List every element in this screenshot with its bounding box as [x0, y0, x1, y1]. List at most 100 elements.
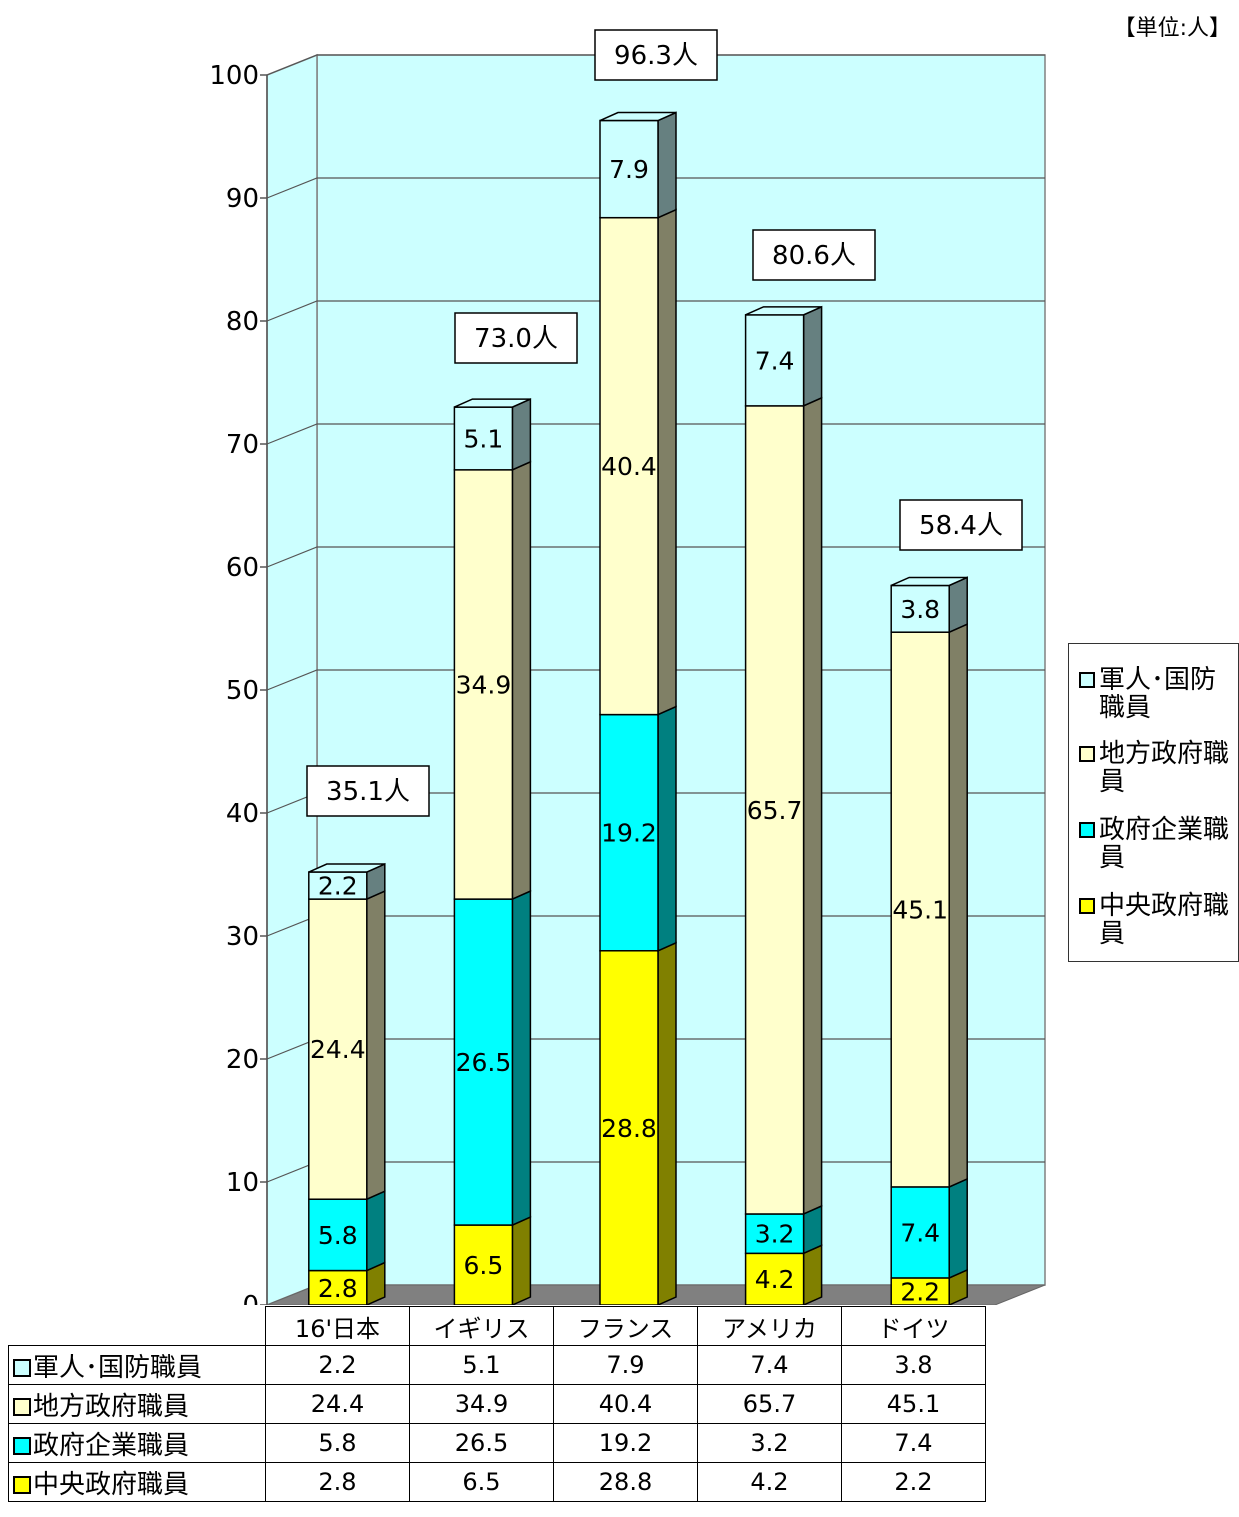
table-cell: 3.2 — [697, 1423, 842, 1463]
bar-segment: 2.2 — [308, 862, 386, 901]
gridline — [266, 300, 1045, 322]
bar-side — [657, 941, 677, 1305]
table-cell: 6.5 — [409, 1462, 554, 1502]
bar-front — [453, 1224, 514, 1305]
bar-segment: 19.2 — [599, 705, 677, 952]
data-label: 19.2 — [601, 819, 657, 848]
bar-segment: 3.8 — [890, 576, 968, 634]
bar-top — [745, 306, 822, 316]
bar-side — [511, 397, 532, 471]
data-label: 7.9 — [609, 155, 649, 184]
chart: 0102030405060708090100 2.85.824.42.26.52… — [209, 29, 1046, 1305]
bar-side — [657, 705, 677, 952]
bar-segment: 2.8 — [308, 1261, 386, 1305]
total-label: 35.1人 — [306, 765, 430, 817]
data-label: 5.8 — [318, 1221, 358, 1250]
bar-front — [308, 1269, 368, 1305]
table-cell: 7.4 — [697, 1345, 842, 1385]
total-label-box — [454, 312, 578, 364]
legend-item-local-gov: 地方政府職員 — [1079, 740, 1229, 796]
bar-top — [454, 398, 531, 408]
bar-segment: 45.1 — [890, 623, 968, 1189]
data-label: 65.7 — [747, 796, 803, 825]
bar-side — [657, 208, 677, 716]
bar-front — [744, 1252, 805, 1305]
bar-segment: 24.4 — [308, 889, 386, 1201]
legend-label-military: 軍人･国防職員 — [1099, 665, 1217, 723]
row-swatch-military — [13, 1358, 31, 1377]
bar-side — [948, 576, 968, 634]
table-cell: 2.2 — [265, 1345, 410, 1385]
bar-side — [366, 1190, 386, 1272]
table-row-label: 地方政府職員 — [8, 1384, 266, 1424]
total-label-text: 58.4人 — [919, 511, 1003, 541]
bar-segment: 5.1 — [453, 397, 532, 471]
table-header-cell: フランス — [553, 1306, 698, 1346]
table-cell: 5.8 — [265, 1423, 410, 1463]
bar-side — [948, 623, 968, 1189]
total-label-box — [594, 29, 718, 81]
table-row-label-text: 軍人･国防職員 — [33, 1352, 203, 1383]
bar-front — [453, 406, 514, 471]
table-cell: 7.4 — [841, 1423, 986, 1463]
y-tick-label: 50 — [226, 676, 259, 706]
bar-side — [948, 1177, 968, 1280]
legend-item-gov-enterprise: 政府企業職員 — [1079, 816, 1229, 872]
legend-label-gov-enterprise: 政府企業職員 — [1099, 815, 1230, 873]
table-cell: 65.7 — [697, 1384, 842, 1424]
gridline — [266, 177, 1045, 199]
data-label: 6.5 — [464, 1251, 504, 1280]
data-table: 16'日本 イギリス フランス アメリカ ドイツ 軍人･国防職員 2.2 5.1… — [8, 1306, 986, 1502]
bar-front — [890, 631, 950, 1188]
bar-front — [599, 713, 659, 952]
data-label: 24.4 — [310, 1035, 366, 1064]
table-cell: 26.5 — [409, 1423, 554, 1463]
table-header-row: 16'日本 イギリス フランス アメリカ ドイツ — [9, 1306, 986, 1346]
bar-front — [744, 314, 805, 407]
bar-front — [308, 898, 368, 1200]
y-axis: 0 10 20 30 40 50 60 70 80 90 100 — [209, 61, 268, 1305]
table-header-cell: ドイツ — [841, 1306, 986, 1346]
table-cell: 24.4 — [265, 1384, 410, 1424]
bar-front — [453, 469, 514, 900]
table-row-label: 政府企業職員 — [8, 1423, 266, 1463]
row-swatch-gov-enterprise — [13, 1436, 31, 1455]
table-header-cell: アメリカ — [697, 1306, 842, 1346]
total-label: 58.4人 — [899, 499, 1023, 551]
total-label-box — [752, 229, 876, 281]
bar-side — [511, 1215, 532, 1305]
table-corner — [9, 1307, 266, 1346]
y-tick-label: 10 — [226, 1168, 259, 1198]
table-row-military: 軍人･国防職員 2.2 5.1 7.9 7.4 3.8 — [8, 1345, 986, 1385]
y-tick-label: 80 — [226, 307, 259, 337]
total-label-text: 73.0人 — [474, 324, 558, 354]
y-tick-label: 30 — [226, 922, 259, 952]
y-tick-label: 90 — [226, 184, 259, 214]
bar-side — [511, 889, 532, 1227]
table-cell: 2.2 — [841, 1462, 986, 1502]
row-swatch-local-gov — [13, 1397, 31, 1416]
legend-item-central-gov: 中央政府職員 — [1079, 892, 1229, 948]
legend-swatch-military — [1079, 672, 1095, 688]
bar-side — [802, 305, 823, 408]
bar-side — [511, 460, 532, 901]
data-label: 34.9 — [456, 670, 512, 699]
bar-side — [802, 396, 823, 1216]
table-cell: 2.8 — [265, 1462, 410, 1502]
data-label: 3.2 — [755, 1220, 795, 1249]
y-tick-label: 70 — [226, 430, 259, 460]
y-tick-label: 20 — [226, 1045, 259, 1075]
table-cell: 45.1 — [841, 1384, 986, 1424]
row-swatch-central-gov — [13, 1475, 31, 1494]
data-label: 7.4 — [755, 346, 795, 375]
legend-label-local-gov: 地方政府職員 — [1099, 739, 1230, 797]
table-row-gov-enterprise: 政府企業職員 5.8 26.5 19.2 3.2 7.4 — [8, 1423, 986, 1463]
bar-segment: 5.8 — [308, 1190, 386, 1272]
table-header-cell: イギリス — [409, 1306, 554, 1346]
total-label: 96.3人 — [594, 29, 718, 81]
legend-swatch-central-gov — [1079, 898, 1095, 914]
data-label: 2.2 — [318, 872, 358, 901]
bar-top — [599, 111, 677, 122]
total-label-box — [899, 499, 1023, 551]
bar-segment: 26.5 — [453, 889, 532, 1227]
